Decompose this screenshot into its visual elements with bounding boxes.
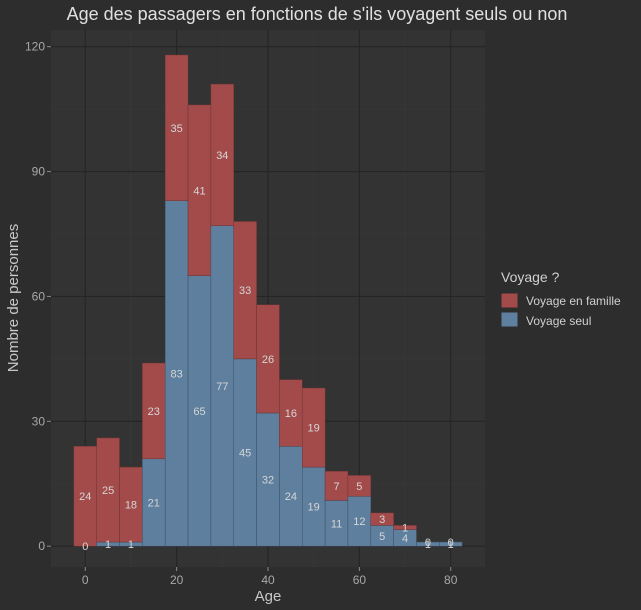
bar-label-seul: 12 bbox=[353, 516, 365, 528]
y-tick-label: 120 bbox=[25, 40, 45, 54]
legend-title: Voyage ? bbox=[501, 269, 560, 285]
bar-label-famille: 16 bbox=[285, 408, 297, 420]
bar-voyage-famille bbox=[256, 304, 280, 414]
x-axis-ticks: 0 20 40 60 80 bbox=[82, 567, 458, 587]
x-axis-title: Age bbox=[255, 588, 282, 605]
bar-label-famille: 19 bbox=[308, 423, 320, 435]
bar-label-famille: 23 bbox=[148, 406, 160, 418]
y-axis-ticks: 0 30 60 90 120 bbox=[25, 40, 51, 553]
legend-swatch-famille bbox=[500, 292, 519, 309]
y-axis-title: Nombre de personnes bbox=[5, 224, 22, 372]
bar-label-seul: 5 bbox=[379, 531, 385, 543]
bar-label-seul: 65 bbox=[193, 406, 205, 418]
bar-label-famille: 34 bbox=[216, 150, 228, 162]
x-tick-label: 40 bbox=[261, 573, 275, 587]
bar-label-famille: 0 bbox=[425, 537, 431, 549]
bar-label-famille: 33 bbox=[239, 285, 251, 297]
bar-label-famille: 24 bbox=[79, 491, 91, 503]
bar-voyage-famille bbox=[210, 83, 234, 226]
bar-voyage-seul bbox=[439, 541, 463, 547]
chart-title: Age des passagers en fonctions de s'ils … bbox=[67, 4, 568, 24]
y-tick-label: 60 bbox=[32, 289, 46, 303]
bar-stacks bbox=[73, 54, 463, 547]
legend-swatch-seul bbox=[500, 311, 519, 328]
legend-label-seul: Voyage seul bbox=[526, 314, 591, 328]
legend: Voyage ? Voyage en famille Voyage seul bbox=[500, 269, 621, 328]
bar-label-famille: 25 bbox=[102, 485, 114, 497]
legend-label-famille: Voyage en famille bbox=[526, 294, 621, 308]
bar-voyage-famille bbox=[393, 525, 417, 530]
bar-voyage-famille bbox=[347, 475, 372, 497]
bar-voyage-famille bbox=[302, 387, 326, 468]
bar-label-seul: 1 bbox=[105, 539, 111, 551]
bar-label-famille: 0 bbox=[448, 537, 454, 549]
bar-label-famille: 41 bbox=[193, 185, 205, 197]
bar-voyage-famille bbox=[233, 221, 257, 360]
bar-label-seul: 0 bbox=[82, 541, 88, 553]
bar-label-seul: 77 bbox=[216, 381, 228, 393]
bar-label-famille: 7 bbox=[333, 481, 339, 493]
bar-label-seul: 19 bbox=[308, 502, 320, 514]
y-tick-label: 0 bbox=[38, 539, 45, 553]
bar-label-famille: 26 bbox=[262, 354, 274, 366]
bar-voyage-famille bbox=[370, 512, 394, 526]
x-tick-label: 60 bbox=[353, 573, 367, 587]
x-tick-label: 0 bbox=[82, 573, 89, 587]
bar-label-famille: 18 bbox=[125, 500, 137, 512]
bar-label-seul: 4 bbox=[402, 533, 408, 545]
y-tick-label: 90 bbox=[32, 165, 46, 179]
bar-label-seul: 24 bbox=[285, 491, 297, 503]
bar-label-seul: 1 bbox=[425, 539, 431, 551]
bar-label-famille: 5 bbox=[356, 481, 362, 493]
bar-label-famille: 1 bbox=[402, 522, 408, 534]
x-tick-label: 80 bbox=[444, 573, 458, 587]
bar-label-seul: 1 bbox=[448, 539, 454, 551]
bar-label-famille: 35 bbox=[171, 123, 183, 135]
y-tick-label: 30 bbox=[32, 414, 46, 428]
bar-label-seul: 11 bbox=[331, 518, 342, 530]
bar-label-seul: 45 bbox=[239, 448, 251, 460]
bar-label-seul: 83 bbox=[171, 368, 183, 380]
bar-label-famille: 3 bbox=[379, 514, 385, 526]
bar-label-seul: 32 bbox=[262, 475, 274, 487]
bar-label-seul: 1 bbox=[128, 539, 134, 551]
bar-label-seul: 21 bbox=[148, 497, 160, 509]
x-tick-label: 20 bbox=[170, 573, 184, 587]
